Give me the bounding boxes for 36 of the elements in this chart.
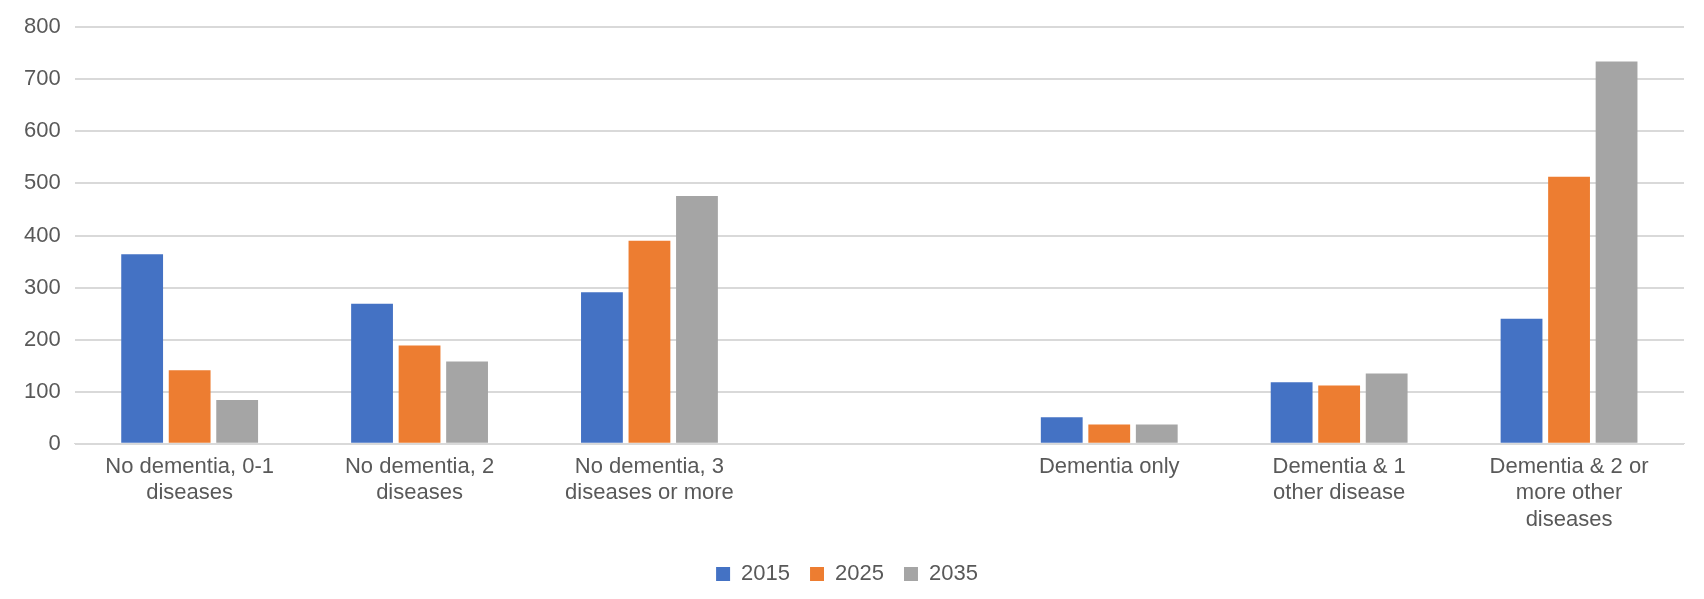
bar	[581, 292, 623, 443]
x-tick-label: Dementia & 1 other disease	[1272, 453, 1406, 505]
y-tick-label: 800	[23, 13, 61, 39]
bar	[1088, 424, 1131, 443]
bar	[398, 345, 441, 443]
bar	[1548, 176, 1590, 443]
bar	[1500, 318, 1543, 443]
bar	[216, 400, 259, 443]
y-tick-label: 0	[48, 429, 61, 455]
y-tick-label: 600	[23, 117, 61, 143]
bar	[676, 195, 718, 443]
y-tick-label: 400	[23, 221, 61, 247]
x-tick-label: Dementia only	[1038, 453, 1180, 479]
bar	[121, 254, 164, 443]
y-tick-label: 100	[23, 377, 61, 403]
bar	[1318, 385, 1361, 443]
y-tick-label: 500	[23, 169, 61, 195]
x-tick-label: No dementia, 3 diseases or more	[565, 453, 734, 505]
legend-label: 2035	[928, 560, 978, 586]
x-tick-label: No dementia, 0-1 diseases	[105, 453, 275, 505]
bar	[1270, 382, 1313, 443]
bar	[351, 303, 393, 443]
legend-label: 2015	[741, 560, 791, 586]
bar	[1365, 373, 1408, 443]
bar	[1040, 417, 1083, 443]
bar	[168, 370, 211, 443]
y-tick-label: 300	[23, 273, 61, 299]
y-tick-label: 200	[23, 325, 61, 351]
x-tick-label: Dementia & 2 or more other diseases	[1489, 453, 1649, 531]
x-tick-label: No dementia, 2 diseases	[344, 453, 495, 505]
bar	[1135, 424, 1178, 443]
y-tick-label: 700	[23, 65, 61, 91]
bar	[1595, 61, 1638, 443]
legend-label: 2025	[835, 560, 884, 586]
bar	[446, 361, 488, 443]
bar	[628, 240, 671, 443]
